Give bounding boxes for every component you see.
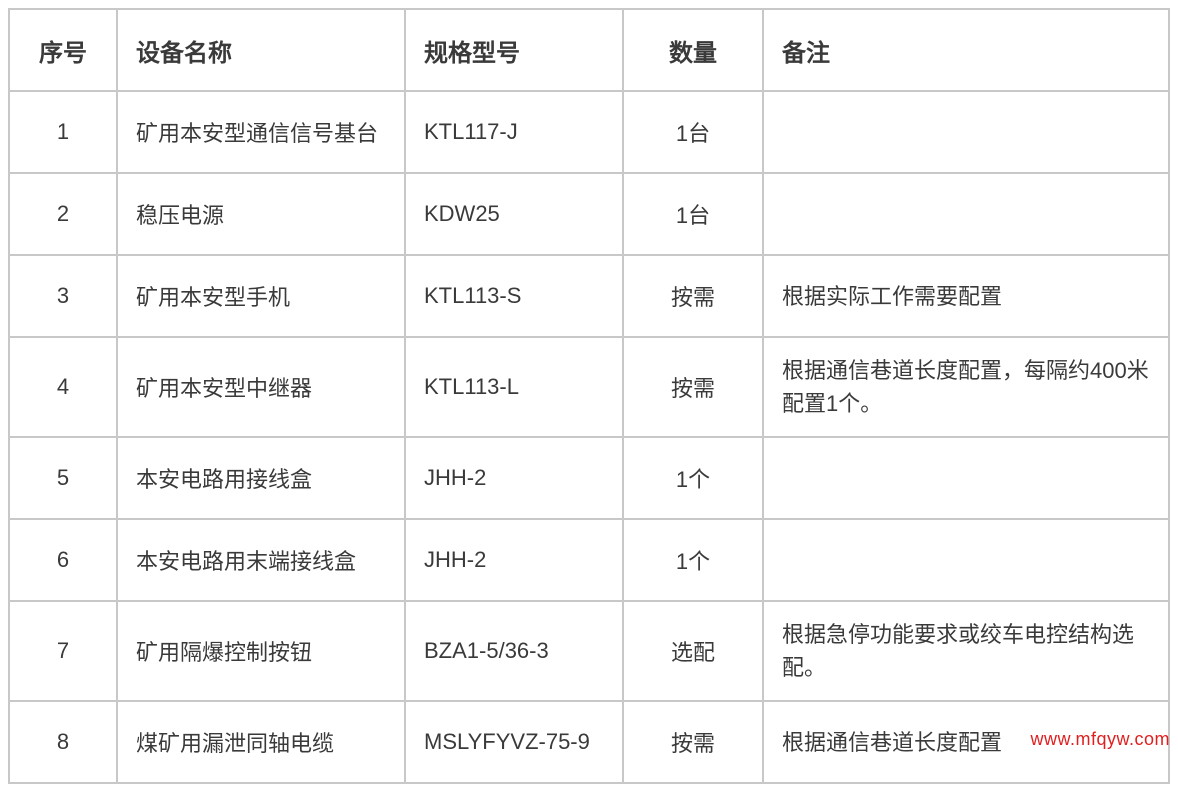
cell-name: 矿用本安型手机: [117, 255, 405, 337]
cell-name: 本安电路用末端接线盒: [117, 519, 405, 601]
equipment-table: 序号 设备名称 规格型号 数量 备注 1 矿用本安型通信信号基台 KTL117-…: [8, 8, 1170, 784]
col-header-qty: 数量: [623, 9, 763, 91]
cell-spec: KTL113-S: [405, 255, 623, 337]
cell-note: [763, 437, 1169, 519]
col-header-seq: 序号: [9, 9, 117, 91]
table-row: 7 矿用隔爆控制按钮 BZA1-5/36-3 选配 根据急停功能要求或绞车电控结…: [9, 601, 1169, 701]
table-row: 3 矿用本安型手机 KTL113-S 按需 根据实际工作需要配置: [9, 255, 1169, 337]
cell-spec: JHH-2: [405, 519, 623, 601]
cell-seq: 6: [9, 519, 117, 601]
table-row: 2 稳压电源 KDW25 1台: [9, 173, 1169, 255]
table-header-row: 序号 设备名称 规格型号 数量 备注: [9, 9, 1169, 91]
col-header-note: 备注: [763, 9, 1169, 91]
cell-note: 根据通信巷道长度配置: [763, 701, 1169, 783]
cell-qty: 1台: [623, 173, 763, 255]
cell-spec: KTL113-L: [405, 337, 623, 437]
table-body: 1 矿用本安型通信信号基台 KTL117-J 1台 2 稳压电源 KDW25 1…: [9, 91, 1169, 783]
cell-note: 根据急停功能要求或绞车电控结构选配。: [763, 601, 1169, 701]
cell-qty: 按需: [623, 701, 763, 783]
cell-qty: 选配: [623, 601, 763, 701]
cell-note: 根据实际工作需要配置: [763, 255, 1169, 337]
table-row: 8 煤矿用漏泄同轴电缆 MSLYFYVZ-75-9 按需 根据通信巷道长度配置: [9, 701, 1169, 783]
cell-name: 本安电路用接线盒: [117, 437, 405, 519]
cell-seq: 1: [9, 91, 117, 173]
col-header-name: 设备名称: [117, 9, 405, 91]
cell-qty: 按需: [623, 337, 763, 437]
table-row: 1 矿用本安型通信信号基台 KTL117-J 1台: [9, 91, 1169, 173]
cell-note: [763, 519, 1169, 601]
table-row: 4 矿用本安型中继器 KTL113-L 按需 根据通信巷道长度配置，每隔约400…: [9, 337, 1169, 437]
cell-name: 矿用本安型中继器: [117, 337, 405, 437]
cell-note: [763, 91, 1169, 173]
cell-spec: KTL117-J: [405, 91, 623, 173]
table-row: 6 本安电路用末端接线盒 JHH-2 1个: [9, 519, 1169, 601]
cell-seq: 2: [9, 173, 117, 255]
cell-spec: BZA1-5/36-3: [405, 601, 623, 701]
cell-note: 根据通信巷道长度配置，每隔约400米配置1个。: [763, 337, 1169, 437]
cell-name: 煤矿用漏泄同轴电缆: [117, 701, 405, 783]
cell-seq: 5: [9, 437, 117, 519]
cell-name: 矿用隔爆控制按钮: [117, 601, 405, 701]
cell-qty: 1台: [623, 91, 763, 173]
cell-seq: 4: [9, 337, 117, 437]
cell-spec: JHH-2: [405, 437, 623, 519]
col-header-spec: 规格型号: [405, 9, 623, 91]
cell-name: 矿用本安型通信信号基台: [117, 91, 405, 173]
cell-note: [763, 173, 1169, 255]
cell-qty: 1个: [623, 437, 763, 519]
cell-spec: KDW25: [405, 173, 623, 255]
cell-seq: 8: [9, 701, 117, 783]
cell-seq: 3: [9, 255, 117, 337]
cell-qty: 1个: [623, 519, 763, 601]
cell-qty: 按需: [623, 255, 763, 337]
cell-spec: MSLYFYVZ-75-9: [405, 701, 623, 783]
cell-seq: 7: [9, 601, 117, 701]
cell-name: 稳压电源: [117, 173, 405, 255]
table-row: 5 本安电路用接线盒 JHH-2 1个: [9, 437, 1169, 519]
